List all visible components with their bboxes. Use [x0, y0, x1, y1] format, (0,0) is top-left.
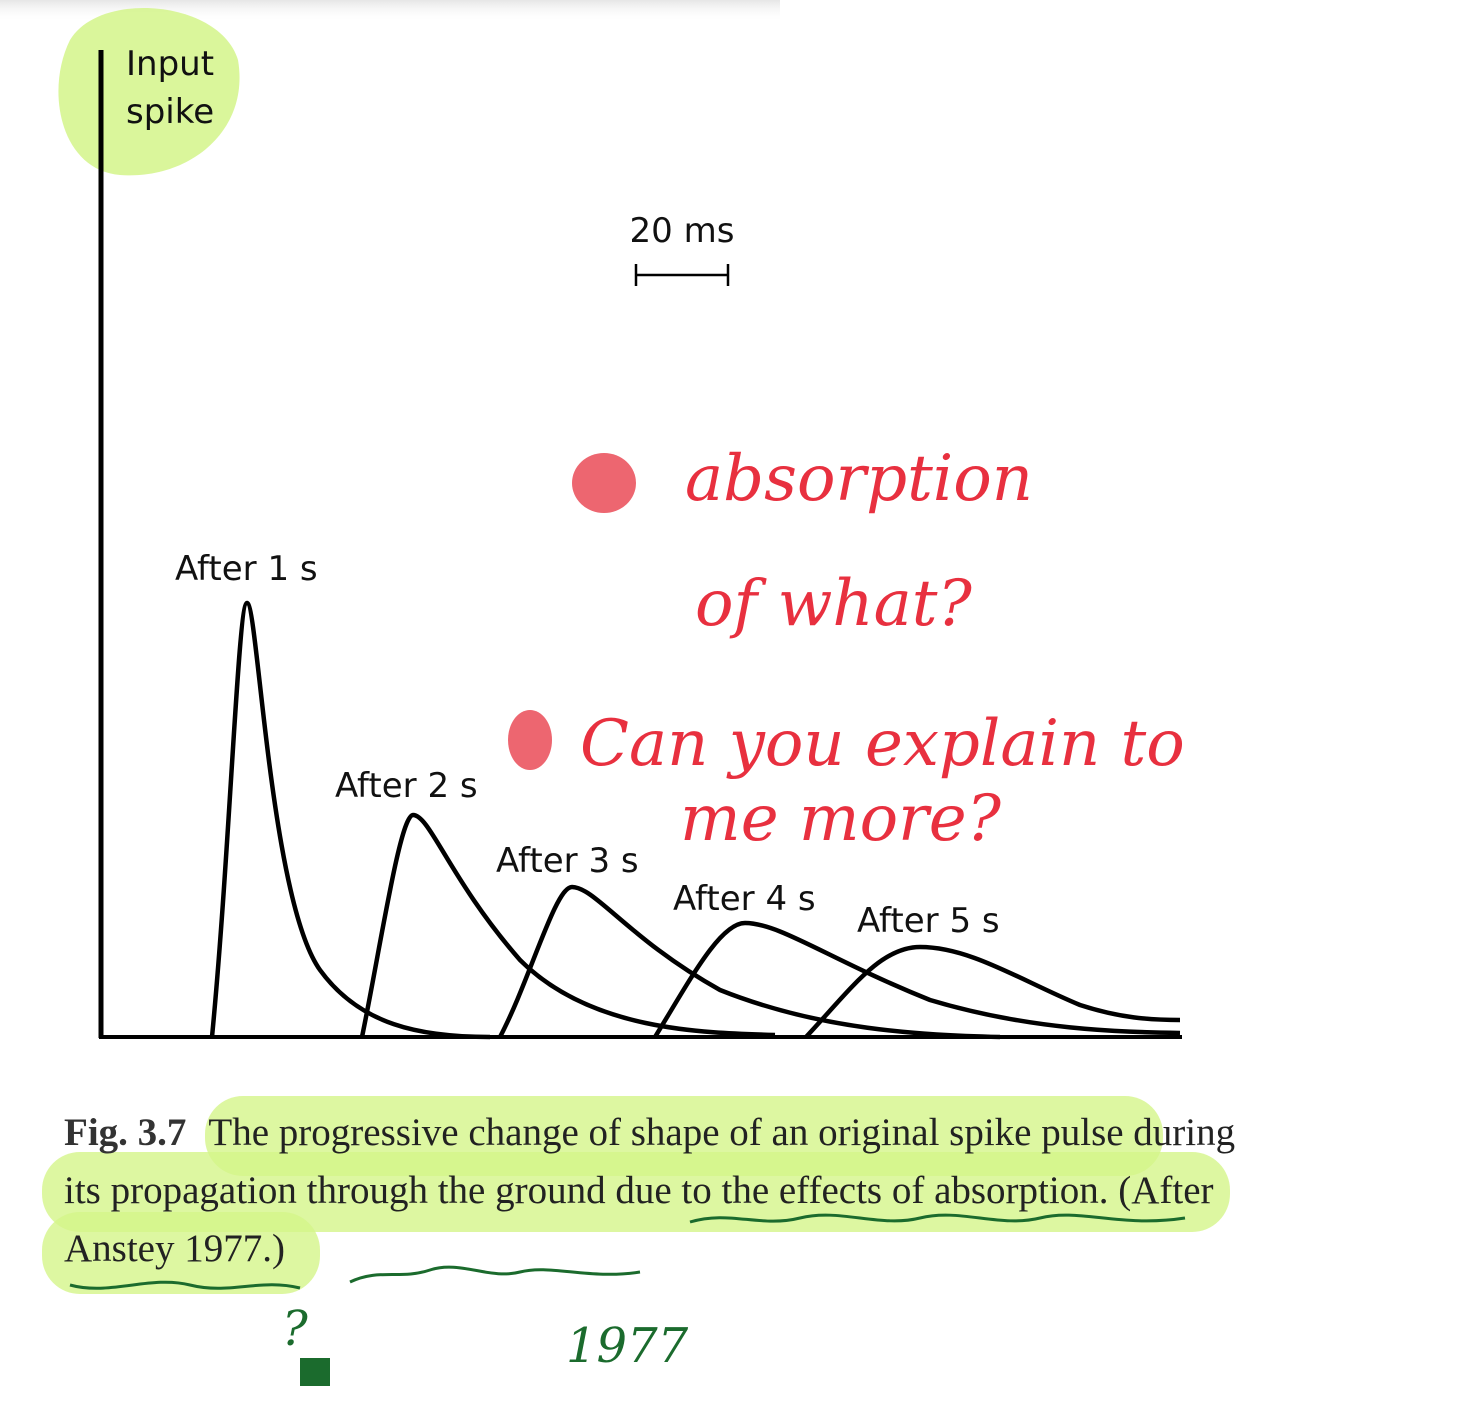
pulse-label: After 1 s	[175, 549, 318, 589]
underline	[689, 1213, 1186, 1224]
pulse	[209, 600, 491, 1040]
bullet	[572, 453, 636, 513]
year-note: 1977	[566, 1318, 689, 1374]
pulse	[498, 884, 1001, 1040]
note: of what?	[695, 567, 972, 641]
squiggle	[349, 1265, 641, 1284]
highlight	[58, 7, 240, 176]
question-mark: ?	[282, 1301, 308, 1357]
note: absorption	[685, 442, 1033, 516]
question-dot	[300, 1358, 330, 1386]
pulse-label: After 5 s	[857, 901, 1000, 941]
pulse-label: After 2 s	[335, 766, 478, 806]
note: Can you explain to	[580, 707, 1185, 781]
axis-label: Input	[126, 44, 214, 84]
pulse-label: After 3 s	[496, 841, 639, 881]
caption-text: The progressive change of shape of an or…	[64, 1111, 1236, 1212]
figure-number: Fig. 3.7	[64, 1111, 187, 1154]
bullet	[508, 710, 552, 770]
pulse	[653, 920, 1181, 1039]
underline	[69, 1280, 301, 1290]
axis-label: spike	[126, 92, 214, 132]
highlight	[42, 1212, 320, 1294]
pulse	[804, 944, 1181, 1039]
note: me more?	[680, 782, 1002, 856]
citation: (After Anstey 1977.)	[64, 1169, 1214, 1270]
top-shadow	[0, 0, 780, 22]
scale-label: 20 ms	[630, 211, 735, 251]
pulse	[359, 812, 776, 1038]
caption: Fig. 3.7 The progressive change of shape …	[64, 1104, 1244, 1278]
pulses	[209, 600, 1181, 1040]
highlight	[42, 1152, 1230, 1232]
pulse-label: After 4 s	[673, 879, 816, 919]
scale-bar	[634, 264, 730, 286]
